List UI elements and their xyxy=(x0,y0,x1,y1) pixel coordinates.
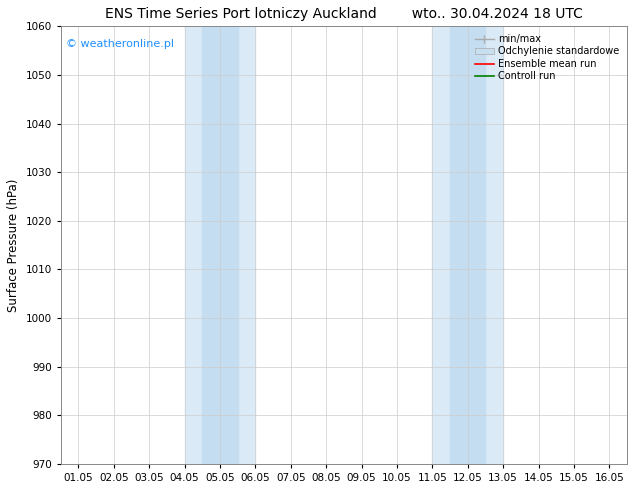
Bar xyxy=(432,26,503,464)
Bar xyxy=(184,26,256,464)
Bar xyxy=(450,26,486,464)
Text: © weatheronline.pl: © weatheronline.pl xyxy=(67,39,174,49)
Bar xyxy=(202,26,238,464)
Title: ENS Time Series Port lotniczy Auckland        wto.. 30.04.2024 18 UTC: ENS Time Series Port lotniczy Auckland w… xyxy=(105,7,583,21)
Y-axis label: Surface Pressure (hPa): Surface Pressure (hPa) xyxy=(7,178,20,312)
Legend: min/max, Odchylenie standardowe, Ensemble mean run, Controll run: min/max, Odchylenie standardowe, Ensembl… xyxy=(472,31,622,84)
